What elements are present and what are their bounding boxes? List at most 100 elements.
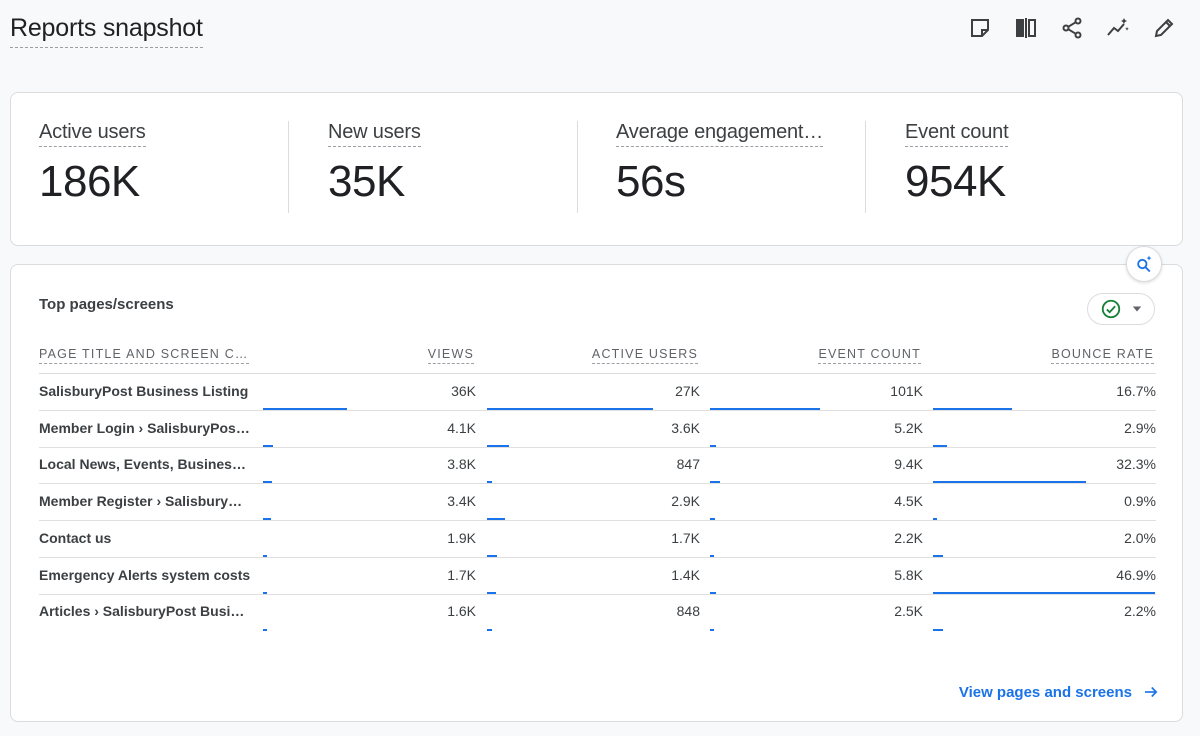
views-cell: 3.4K: [447, 493, 476, 510]
edit-icon[interactable]: [1150, 14, 1178, 42]
event-count-bar: [710, 444, 716, 447]
metric-divider: [865, 121, 866, 213]
arrow-right-icon: [1145, 686, 1158, 698]
metric-event-count[interactable]: Event count 954K: [905, 121, 1009, 213]
bounce-rate-cell: 2.0%: [1124, 529, 1156, 546]
active-users-bar: [487, 481, 492, 484]
views-bar: [263, 518, 271, 521]
view-pages-label: View pages and screens: [958, 683, 1132, 701]
bounce-rate-bar: [933, 554, 943, 557]
bounce-rate-cell: 16.7%: [1116, 383, 1156, 399]
bounce-rate-cell: 46.9%: [1116, 566, 1156, 583]
metric-average-engagement[interactable]: Average engagement… 56s: [616, 121, 823, 213]
views-bar: [263, 591, 267, 594]
active-users-cell: 3.6K: [671, 419, 700, 436]
page-title-cell: Local News, Events, Business Directory: [39, 456, 251, 473]
views-bar: [263, 554, 267, 557]
caret-down-icon: [1132, 306, 1142, 312]
column-header-active-users[interactable]: ACTIVE USERS: [591, 347, 698, 364]
views-bar: [263, 629, 267, 632]
event-count-bar: [710, 408, 820, 410]
page-title-cell: Member Register › SalisburyPost Business…: [39, 493, 251, 510]
active-users-cell: 1.4K: [671, 566, 700, 583]
event-count-bar: [710, 518, 715, 521]
insights-search-button[interactable]: [1126, 246, 1162, 282]
card-title: Top pages/screens: [39, 296, 174, 313]
page-title: Reports snapshot: [10, 14, 203, 48]
event-count-cell: 101K: [890, 383, 923, 399]
column-header-bounce-rate[interactable]: BOUNCE RATE: [1051, 347, 1154, 364]
page-title-cell: Contact us: [39, 529, 112, 546]
views-cell: 1.9K: [447, 529, 476, 546]
metric-divider: [288, 121, 289, 213]
event-count-bar: [710, 591, 716, 594]
toolbar: [966, 14, 1178, 42]
event-count-cell: 2.2K: [894, 529, 923, 546]
note-icon[interactable]: [966, 14, 994, 42]
comparison-chip[interactable]: [1087, 293, 1155, 325]
views-cell: 1.7K: [447, 566, 476, 583]
event-count-cell: 4.5K: [894, 493, 923, 510]
bounce-rate-cell: 2.9%: [1124, 419, 1156, 436]
table-row[interactable]: SalisburyPost Business Listing 36K 27K 101K…: [39, 374, 1156, 411]
top-pages-card: Top pages/screens PAGE TITLE AND SCREEN …: [10, 264, 1183, 722]
search-sparkle-icon: [1137, 255, 1152, 273]
page-title-cell: Member Login › SalisburyPost Business Di…: [39, 419, 251, 436]
column-header-page-title[interactable]: PAGE TITLE AND SCREEN C…: [39, 347, 249, 364]
metric-value: 56s: [616, 157, 686, 206]
metric-divider: [577, 121, 578, 213]
views-bar: [263, 408, 347, 410]
bounce-rate-bar: [933, 408, 1012, 410]
compare-columns-icon[interactable]: [1012, 14, 1040, 42]
views-bar: [263, 481, 272, 484]
table-row[interactable]: Member Register › SalisburyPost Business…: [39, 484, 1156, 522]
active-users-bar: [487, 591, 496, 594]
bounce-rate-cell: 0.9%: [1124, 493, 1156, 510]
table-row[interactable]: Articles › SalisburyPost Business Direct…: [39, 594, 1156, 632]
bounce-rate-bar: [933, 629, 943, 632]
metric-value: 35K: [328, 157, 405, 206]
metric-active-users[interactable]: Active users 186K: [39, 121, 146, 213]
table-row[interactable]: Local News, Events, Business Directory 3.…: [39, 447, 1156, 485]
event-count-cell: 9.4K: [894, 456, 923, 473]
table-row[interactable]: Contact us 1.9K 1.7K 2.2K 2.0%: [39, 521, 1156, 558]
views-cell: 4.1K: [447, 419, 476, 436]
insights-icon[interactable]: [1104, 14, 1132, 42]
event-count-cell: 5.8K: [894, 566, 923, 583]
bounce-rate-cell: 32.3%: [1116, 456, 1156, 473]
table-row[interactable]: Emergency Alerts system costs 1.7K 1.4K 5.8…: [39, 558, 1156, 595]
page-title-cell: Emergency Alerts system costs: [39, 566, 251, 583]
bounce-rate-bar: [933, 481, 1086, 484]
views-cell: 36K: [451, 383, 476, 399]
column-header-views[interactable]: VIEWS: [427, 347, 474, 364]
metric-new-users[interactable]: New users 35K: [328, 121, 421, 213]
active-users-cell: 848: [676, 603, 700, 620]
page-title-cell: Articles › SalisburyPost Business Direct…: [39, 603, 251, 620]
metric-label: Active users: [39, 121, 146, 147]
bounce-rate-bar: [933, 444, 947, 447]
views-bar: [263, 444, 273, 447]
event-count-cell: 5.2K: [894, 419, 923, 436]
active-users-bar: [487, 408, 653, 410]
event-count-bar: [710, 481, 720, 484]
event-count-bar: [710, 554, 714, 557]
bounce-rate-cell: 2.2%: [1124, 603, 1156, 620]
metric-value: 186K: [39, 157, 140, 206]
active-users-bar: [487, 518, 505, 521]
views-cell: 1.6K: [447, 603, 476, 620]
active-users-cell: 847: [676, 456, 700, 473]
metric-label: Average engagement…: [616, 121, 823, 147]
bounce-rate-bar: [933, 591, 1155, 594]
view-pages-link[interactable]: View pages and screens: [959, 683, 1160, 701]
metric-value: 954K: [905, 157, 1006, 206]
metric-label: Event count: [905, 121, 1009, 147]
column-header-event-count[interactable]: EVENT COUNT: [818, 347, 921, 364]
event-count-bar: [710, 629, 714, 632]
active-users-cell: 1.7K: [671, 529, 700, 546]
header-divider: [39, 373, 1156, 374]
active-users-bar: [487, 629, 492, 632]
metric-label: New users: [328, 121, 421, 147]
table-row[interactable]: Member Login › SalisburyPost Business Di…: [39, 411, 1156, 448]
active-users-cell: 27K: [675, 383, 700, 399]
share-icon[interactable]: [1058, 14, 1086, 42]
